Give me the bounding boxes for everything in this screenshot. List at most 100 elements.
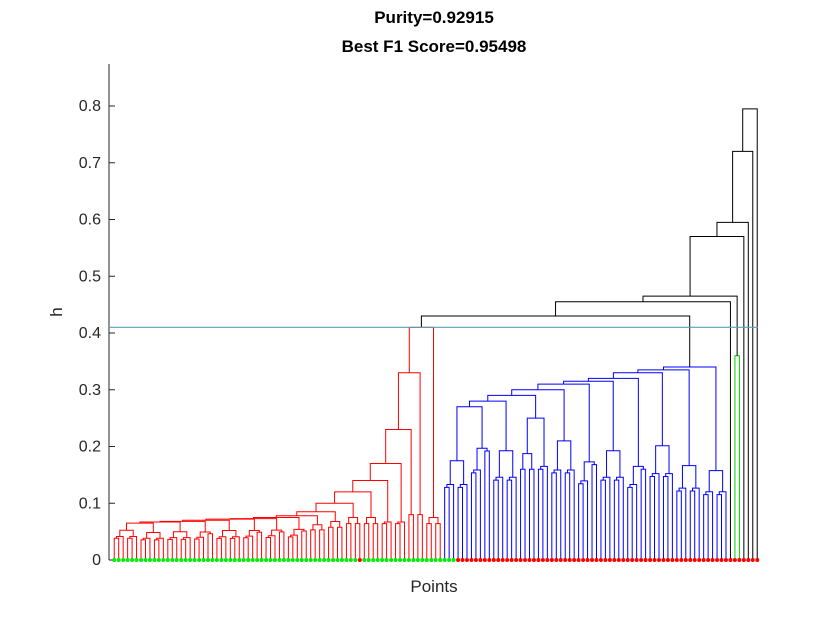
leaf-marker bbox=[746, 558, 751, 562]
leaf-marker bbox=[112, 558, 117, 562]
leaf-marker bbox=[228, 558, 233, 562]
dendrogram-link bbox=[408, 326, 434, 518]
leaf-marker bbox=[246, 558, 251, 562]
leaf-marker bbox=[415, 558, 420, 562]
dendrogram-link bbox=[446, 484, 455, 560]
dendrogram-link bbox=[372, 523, 379, 560]
dendrogram-link bbox=[566, 469, 575, 560]
leaf-marker bbox=[621, 558, 626, 562]
dendrogram-link bbox=[265, 536, 272, 560]
leaf-marker bbox=[657, 558, 661, 562]
leaf-marker bbox=[179, 558, 184, 562]
dendrogram-link bbox=[649, 475, 656, 560]
leaf-marker bbox=[674, 558, 679, 562]
leaf-marker bbox=[210, 558, 215, 562]
leaf-marker bbox=[545, 558, 550, 562]
dendrogram-link bbox=[665, 473, 673, 560]
leaf-marker bbox=[223, 558, 228, 562]
leaf-marker bbox=[603, 558, 608, 562]
dendrogram-link bbox=[119, 529, 134, 537]
dendrogram-link bbox=[363, 523, 370, 560]
dendrogram-link bbox=[456, 406, 483, 461]
dendrogram-link bbox=[205, 518, 255, 531]
dendrogram-link bbox=[290, 534, 298, 560]
dendrogram-link bbox=[606, 450, 621, 478]
leaf-marker bbox=[710, 558, 715, 562]
dendrogram-link bbox=[383, 521, 392, 560]
leaf-marker bbox=[353, 558, 358, 562]
dendrogram-link bbox=[369, 463, 402, 522]
leaf-marker bbox=[531, 558, 536, 562]
dendrogram-link bbox=[426, 523, 432, 560]
dendrogram-link bbox=[312, 524, 323, 530]
leaf-marker bbox=[639, 558, 644, 562]
dendrogram-link bbox=[216, 537, 222, 560]
dendrogram-link bbox=[703, 494, 709, 560]
dendrogram-link bbox=[484, 450, 490, 560]
leaf-marker bbox=[433, 558, 438, 562]
dendrogram-link bbox=[345, 523, 352, 560]
leaf-marker bbox=[487, 558, 492, 562]
leaf-marker bbox=[357, 558, 362, 562]
dendrogram-link bbox=[315, 502, 354, 518]
dendrogram-link bbox=[676, 490, 682, 560]
dendrogram-link bbox=[506, 479, 513, 560]
dendrogram-link bbox=[459, 484, 468, 560]
title-line-1: Purity=0.92915 bbox=[374, 8, 494, 27]
leaf-marker bbox=[264, 558, 269, 562]
leaf-marker bbox=[152, 558, 157, 562]
leaf-marker bbox=[331, 558, 336, 562]
leaf-marker bbox=[139, 558, 144, 562]
dendrogram-link bbox=[243, 537, 249, 560]
dendrogram-link bbox=[232, 536, 240, 560]
leaf-marker bbox=[572, 558, 577, 562]
dendrogram-link bbox=[182, 537, 191, 560]
leaf-marker bbox=[161, 558, 166, 562]
leaf-marker bbox=[505, 558, 510, 562]
leaf-marker bbox=[277, 558, 282, 562]
dendrogram-link bbox=[319, 529, 325, 560]
leaf-marker bbox=[255, 558, 260, 562]
dendrogram-link bbox=[199, 531, 211, 538]
leaf-marker bbox=[366, 558, 371, 562]
leaf-marker bbox=[661, 558, 666, 562]
leaf-marker bbox=[469, 558, 474, 562]
leaf-marker bbox=[456, 558, 461, 562]
leaf-marker bbox=[701, 558, 706, 562]
leaf-marker bbox=[237, 558, 242, 562]
dendrogram-link bbox=[397, 372, 421, 515]
dendrogram-link bbox=[553, 469, 562, 560]
leaf-marker bbox=[299, 558, 304, 562]
dendrogram-link bbox=[287, 536, 294, 560]
leaf-marker bbox=[393, 558, 398, 562]
leaf-marker bbox=[590, 558, 595, 562]
leaf-marker bbox=[290, 558, 295, 562]
leaf-marker bbox=[706, 558, 711, 562]
leaf-marker bbox=[411, 558, 416, 562]
leaf-marker bbox=[558, 558, 563, 562]
leaf-marker bbox=[612, 558, 617, 562]
dendrogram-link bbox=[600, 479, 606, 560]
leaf-marker bbox=[206, 558, 210, 562]
leaf-marker bbox=[384, 558, 389, 562]
dendrogram-link bbox=[487, 394, 537, 419]
y-tick-label: 0.5 bbox=[79, 268, 101, 285]
dendrogram-link bbox=[457, 486, 464, 560]
chart-title: Purity=0.92915 Best F1 Score=0.95498 bbox=[342, 8, 527, 56]
dendrogram-link bbox=[529, 468, 535, 560]
leaf-marker bbox=[451, 558, 456, 562]
leaf-marker bbox=[429, 558, 434, 562]
dendrogram-link bbox=[222, 529, 237, 537]
leaf-marker bbox=[406, 558, 411, 562]
dendrogram-link bbox=[140, 539, 146, 560]
dendrogram-link bbox=[296, 511, 336, 522]
leaf-marker bbox=[625, 558, 630, 562]
leaf-marker bbox=[232, 558, 237, 562]
y-tick-label: 0.7 bbox=[79, 155, 101, 172]
leaf-marker bbox=[652, 558, 657, 562]
leaf-marker bbox=[424, 558, 429, 562]
dendrogram-link bbox=[169, 537, 178, 560]
dendrogram-link bbox=[469, 400, 507, 451]
dendrogram-link bbox=[354, 523, 361, 560]
dendrogram-link bbox=[540, 465, 548, 560]
